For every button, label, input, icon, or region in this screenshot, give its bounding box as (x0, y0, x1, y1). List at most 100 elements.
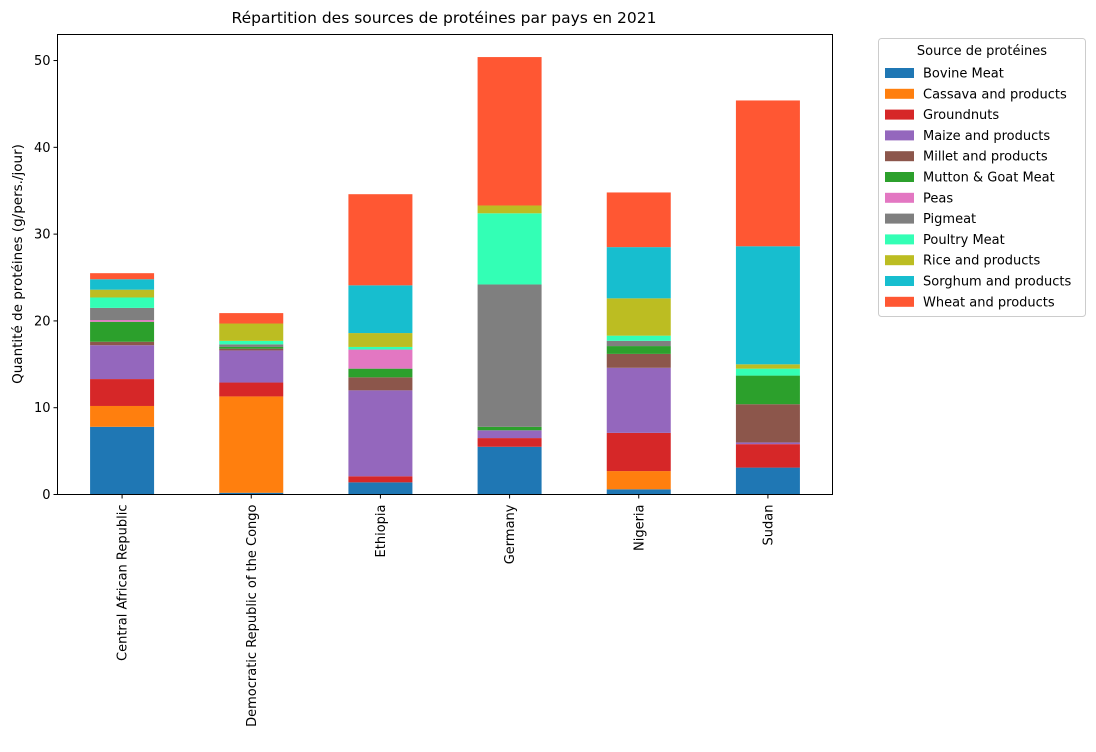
bar-segment (477, 284, 542, 427)
legend-swatch (885, 172, 914, 182)
bar-segment (90, 405, 155, 427)
bar-segment (735, 364, 800, 369)
bar-segment (348, 390, 413, 477)
bar-segment (606, 298, 671, 336)
bar-segment (477, 430, 542, 439)
bar-segment (90, 307, 155, 321)
bar-segment (606, 340, 671, 347)
bar-segment (606, 489, 671, 495)
y-tick-label: 20 (34, 314, 51, 329)
legend-frame (878, 38, 1086, 317)
bar-segment (90, 321, 155, 342)
y-axis: 0 10 20 30 40 50 (34, 54, 58, 503)
y-tick-label: 30 (34, 228, 51, 243)
legend-label: Bovine Meat (923, 67, 1004, 82)
legend-swatch (885, 151, 914, 162)
bar-segment (606, 247, 671, 299)
legend-label: Maize and products (923, 129, 1050, 144)
bar-segment (348, 482, 413, 495)
bar-segment (477, 426, 542, 431)
y-tick-label: 50 (34, 54, 51, 69)
legend-swatch (885, 296, 914, 307)
bar-segment (219, 382, 284, 397)
chart-title: Répartition des sources de protéines par… (232, 9, 657, 27)
legend-swatch (885, 276, 914, 286)
bar-segment (477, 205, 542, 214)
bars-layer (90, 57, 800, 495)
bar-segment (90, 320, 155, 322)
legend-swatch (885, 88, 914, 99)
x-tick-label: Democratic Republic of the Congo (245, 504, 260, 726)
bar-segment (90, 345, 155, 380)
legend-label: Groundnuts (923, 108, 999, 123)
bar-segment (606, 335, 671, 341)
bar-segment (735, 375, 800, 405)
y-tick-label: 10 (34, 401, 51, 416)
bar-segment (219, 350, 284, 383)
x-axis: Central African Republic Democratic Repub… (116, 494, 776, 727)
legend-swatch (885, 192, 914, 203)
bar-segment (90, 289, 155, 298)
y-axis-label: Quantité de protéines (g/pers./jour) (10, 144, 26, 384)
legend-swatch (885, 130, 914, 141)
y-tick-label: 0 (42, 488, 50, 503)
bar-segment (606, 192, 671, 248)
legend-label: Rice and products (923, 254, 1041, 269)
bar-segment (219, 492, 284, 495)
bar-segment (606, 471, 671, 490)
bar-segment (348, 377, 413, 391)
bar-segment (219, 323, 284, 341)
bar-segment (348, 349, 413, 369)
bar-segment (735, 368, 800, 376)
bar-segment (348, 194, 413, 286)
bar-segment (90, 273, 155, 280)
legend-swatch (885, 109, 914, 120)
bar-segment (90, 426, 155, 495)
x-tick-label: Nigeria (632, 505, 647, 552)
bar-segment (735, 404, 800, 443)
bar-segment (348, 476, 413, 483)
bar-segment (348, 368, 413, 378)
bar-segment (219, 348, 284, 351)
bar-segment (606, 353, 671, 368)
legend-label: Pigmeat (923, 212, 976, 227)
x-tick-label: Germany (503, 504, 518, 564)
legend-swatch (885, 213, 914, 224)
legend-label: Wheat and products (923, 295, 1055, 310)
bar-segment (735, 246, 800, 365)
bar-segment (348, 346, 413, 350)
x-tick-label: Sudan (761, 505, 776, 546)
bar-segment (477, 446, 542, 495)
legend-swatch (885, 234, 914, 245)
legend-label: Sorghum and products (923, 275, 1071, 290)
legend-label: Mutton & Goat Meat (923, 171, 1055, 186)
y-tick-label: 40 (34, 141, 51, 156)
bar-segment (90, 279, 155, 290)
bar-segment (90, 341, 155, 346)
bar-segment (606, 367, 671, 433)
bar-segment (735, 444, 800, 468)
bar-segment (90, 379, 155, 406)
bar-segment (219, 396, 284, 493)
bar-segment (477, 213, 542, 285)
legend-label: Peas (923, 191, 953, 206)
legend-label: Poultry Meat (923, 233, 1005, 248)
bar-segment (735, 100, 800, 247)
bar-segment (606, 432, 671, 472)
legend-title: Source de protéines (917, 44, 1047, 59)
legend-label: Millet and products (923, 150, 1048, 165)
x-tick-label: Ethiopia (374, 505, 389, 558)
legend-items: Bovine Meat Cassava and products Groundnut… (885, 67, 1071, 310)
bar-segment (348, 333, 413, 347)
bar-segment (219, 340, 284, 345)
bar-segment (606, 346, 671, 354)
bar-segment (219, 344, 284, 347)
bar-segment (477, 57, 542, 206)
bar-segment (735, 467, 800, 495)
bar-segment (348, 285, 413, 334)
legend-swatch (885, 255, 914, 266)
bar-segment (477, 438, 542, 447)
bar-segment (219, 313, 284, 324)
bar-segment (219, 346, 284, 349)
